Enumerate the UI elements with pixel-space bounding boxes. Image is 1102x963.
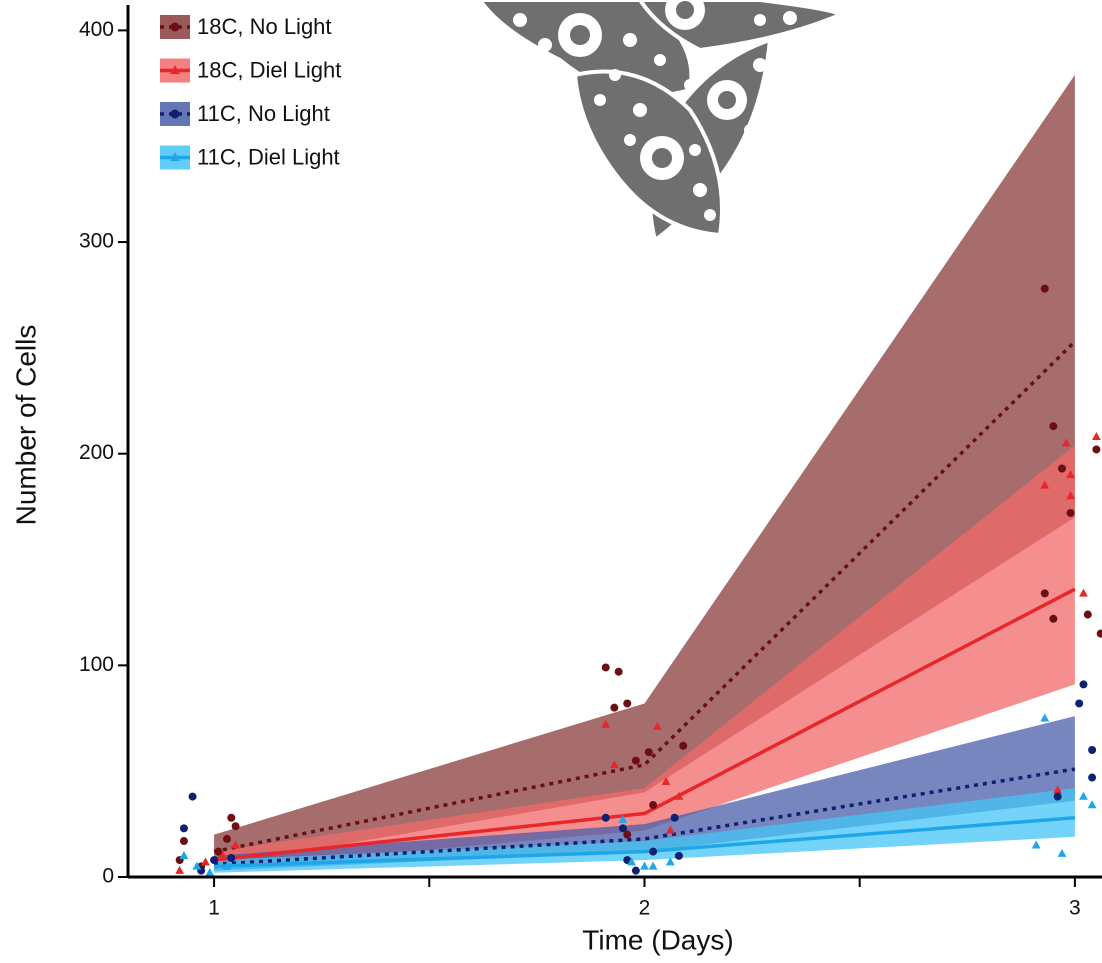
confidence-band: [214, 74, 1075, 867]
point: [1066, 508, 1075, 517]
point: [227, 813, 236, 822]
point: [652, 721, 662, 730]
point: [609, 760, 619, 769]
y-tick-label: 400: [79, 18, 114, 41]
point: [170, 65, 180, 75]
point: [192, 861, 202, 870]
point: [644, 748, 653, 757]
point: [179, 824, 188, 833]
series-line: [214, 815, 1076, 869]
point: [1087, 800, 1097, 809]
point: [1096, 629, 1102, 638]
point: [1040, 480, 1050, 489]
point: [1057, 464, 1066, 473]
point: [648, 861, 658, 870]
point: [618, 815, 628, 824]
point: [1092, 445, 1101, 454]
point: [222, 861, 232, 870]
x-axis-label: Time (Days): [582, 924, 733, 955]
point: [640, 861, 649, 870]
point: [1066, 470, 1075, 479]
plot-area: [175, 74, 1102, 876]
point: [661, 776, 671, 785]
point: [179, 851, 189, 860]
confidence-band: [214, 445, 1075, 869]
series-line: [213, 767, 1076, 867]
point: [618, 824, 627, 833]
point: [665, 857, 675, 866]
point: [623, 830, 632, 839]
point: [1066, 491, 1075, 500]
point: [627, 857, 636, 866]
point: [601, 719, 611, 728]
point: [1049, 422, 1058, 431]
y-tick-label: 0: [102, 865, 114, 888]
confidence-band: [214, 716, 1075, 871]
point: [610, 703, 619, 712]
point: [1092, 431, 1101, 440]
point: [170, 109, 180, 119]
point: [222, 834, 231, 843]
point: [179, 837, 188, 846]
legend: 18C, No Light 18C, Diel Light 11C, No Ligh…: [160, 14, 341, 170]
point: [214, 847, 223, 856]
legend-label: 11C, No Light: [197, 101, 330, 126]
point: [623, 699, 632, 708]
point: [1088, 773, 1097, 782]
point: [227, 853, 236, 862]
x-tick-label: 2: [639, 897, 651, 920]
point: [670, 813, 679, 822]
legend-label: 18C, Diel Light: [197, 57, 341, 82]
point: [1053, 792, 1062, 801]
y-tick-label: 100: [79, 653, 114, 676]
point: [649, 801, 658, 810]
point: [1079, 791, 1088, 800]
point: [679, 741, 688, 750]
point: [1088, 746, 1097, 755]
point: [1083, 610, 1092, 619]
legend-label: 18C, No Light: [197, 14, 332, 39]
confidence-band: [214, 788, 1075, 873]
point: [1031, 840, 1041, 849]
point: [201, 857, 210, 866]
point: [170, 22, 180, 32]
point: [1079, 680, 1088, 689]
point: [649, 847, 658, 856]
point: [601, 663, 610, 672]
point: [601, 813, 610, 822]
point: [614, 667, 623, 676]
point: [1049, 614, 1058, 623]
point: [218, 851, 228, 860]
logo: [477, 0, 843, 244]
series-line: [213, 340, 1077, 854]
x-tick-label: 1: [208, 897, 220, 920]
point: [210, 856, 219, 865]
y-tick-label: 200: [79, 441, 114, 464]
point: [1079, 588, 1088, 597]
point: [170, 152, 180, 162]
point: [1053, 785, 1063, 794]
series-line: [213, 587, 1076, 862]
point: [631, 756, 640, 765]
point: [188, 792, 197, 801]
point: [1040, 589, 1049, 598]
point: [674, 791, 684, 800]
point: [1061, 438, 1071, 447]
point: [1040, 284, 1049, 293]
y-axis-label: Number of Cells: [10, 325, 41, 526]
point: [1040, 713, 1050, 722]
point: [665, 825, 675, 834]
x-tick-label: 3: [1069, 897, 1081, 920]
point: [205, 867, 215, 876]
y-tick-label: 300: [79, 230, 114, 253]
point: [1057, 848, 1067, 857]
point: [175, 865, 185, 874]
point: [231, 822, 240, 831]
point: [674, 851, 683, 860]
point: [231, 840, 241, 849]
legend-label: 11C, Diel Light: [197, 144, 340, 169]
point: [631, 866, 640, 875]
point: [1075, 699, 1084, 708]
